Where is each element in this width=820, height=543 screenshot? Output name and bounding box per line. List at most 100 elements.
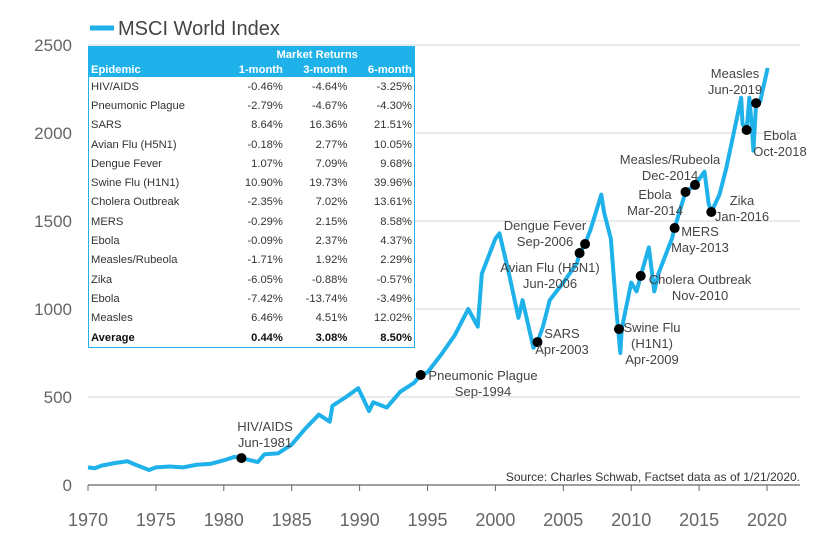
table-cell: 2.29%: [380, 254, 412, 267]
y-tick-label: 2500: [34, 36, 72, 55]
table-cell: 19.73%: [309, 177, 348, 190]
table-cell: -0.57%: [376, 273, 412, 286]
event-label: Sep-1994: [455, 384, 511, 399]
table-cell: Zika: [91, 273, 113, 286]
table-row: HIV/AIDS -0.46% -4.64% -3.25%: [89, 77, 415, 96]
event-marker: [532, 337, 543, 348]
table-cell: 8.58%: [380, 215, 412, 228]
table-cell: 2.15%: [315, 215, 348, 228]
event-label: Jun-1981: [238, 435, 292, 450]
table-row: Pneumonic Plague -2.79% -4.67% -4.30%: [89, 96, 415, 115]
table-cell: -4.30%: [376, 99, 412, 112]
table-cell: -0.29%: [247, 215, 283, 228]
table-row: SARS 8.64% 16.36% 21.51%: [89, 116, 415, 135]
event-label: Nov-2010: [672, 288, 728, 303]
event-label: May-2013: [671, 240, 729, 255]
table-cell: Average: [91, 331, 135, 344]
event-label: Sep-2006: [517, 234, 573, 249]
table-cell: 7.02%: [315, 196, 348, 209]
table-row: Zika -6.05% -0.88% -0.57%: [89, 270, 415, 289]
table-cell: 1.07%: [251, 157, 283, 170]
table-cell: 21.51%: [374, 119, 412, 132]
table-cell: Ebola: [91, 235, 120, 248]
event-marker: [690, 179, 701, 190]
event-label: Oct-2018: [753, 144, 806, 159]
event-marker: [680, 186, 691, 197]
y-tick-label: 0: [63, 476, 72, 495]
table-cell: -0.46%: [247, 80, 283, 93]
table-cell: Swine Flu (H1N1): [91, 177, 180, 190]
table-cell: -4.67%: [311, 99, 348, 112]
x-tick-label: 2020: [747, 510, 787, 530]
event-label: Jan-2016: [715, 209, 769, 224]
x-tick-label: 1990: [340, 510, 380, 530]
table-row: Ebola -7.42% -13.74% -3.49%: [89, 289, 415, 308]
table-column-header: 6-month: [367, 63, 412, 76]
event-marker: [613, 324, 624, 335]
event-label: MERS: [681, 224, 719, 239]
table-row: Ebola -0.09% 2.37% 4.37%: [89, 231, 415, 250]
table-row: Measles/Rubeola -1.71% 1.92% 2.29%: [89, 251, 415, 270]
event-label: Apr-2009: [625, 352, 678, 367]
table-cell: Measles/Rubeola: [91, 254, 178, 267]
event-label: Mar-2014: [627, 203, 683, 218]
table-cell: 6.46%: [251, 312, 283, 325]
table-cell: 8.50%: [380, 331, 412, 344]
table-cell: 10.90%: [244, 177, 283, 190]
table-column-header: 3-month: [303, 63, 348, 76]
table-cell: 2.37%: [315, 235, 348, 248]
event-label: SARS: [544, 326, 580, 341]
table-cell: -4.64%: [311, 80, 348, 93]
table-column-header: Epidemic: [91, 63, 141, 76]
event-marker: [415, 370, 426, 380]
source-note: Source: Charles Schwab, Factset data as …: [506, 470, 800, 484]
event-marker: [635, 270, 646, 281]
y-tick-label: 1500: [34, 212, 72, 231]
table-cell: Cholera Outbreak: [91, 196, 180, 209]
table-cell: -3.25%: [376, 80, 412, 93]
event-marker: [751, 98, 762, 109]
table-cell: 16.36%: [309, 119, 348, 132]
event-marker: [706, 207, 717, 218]
legend-label: MSCI World Index: [118, 18, 280, 40]
x-tick-label: 1980: [204, 510, 244, 530]
x-tick-label: 2005: [543, 510, 583, 530]
table-cell: MERS: [91, 215, 124, 228]
x-tick-label: 2000: [475, 510, 515, 530]
event-label: Dec-2014: [642, 168, 698, 183]
x-tick-label: 2015: [679, 510, 719, 530]
table-cell: 4.51%: [315, 312, 348, 325]
table-cell: 2.77%: [315, 138, 348, 151]
table-cell: -3.49%: [376, 292, 412, 305]
event-label: Cholera Outbreak: [649, 272, 752, 287]
event-label: Ebola: [638, 187, 672, 202]
table-cell: 10.05%: [374, 138, 412, 151]
table-group-header: Market Returns: [276, 48, 358, 61]
table-cell: 39.96%: [374, 177, 412, 190]
table-cell: 7.09%: [315, 157, 348, 170]
x-tick-label: 1995: [407, 510, 447, 530]
table-cell: 12.02%: [374, 312, 412, 325]
event-marker: [580, 239, 591, 250]
table-cell: -0.88%: [311, 273, 348, 286]
y-tick-label: 500: [44, 388, 72, 407]
table-cell: Pneumonic Plague: [91, 99, 185, 112]
table-cell: -0.09%: [247, 235, 283, 248]
event-marker: [669, 223, 680, 234]
table-cell: Measles: [91, 312, 133, 325]
table-cell: -1.71%: [247, 254, 283, 267]
table-cell: SARS: [91, 119, 122, 132]
table-cell: -13.74%: [305, 292, 348, 305]
event-label: Swine Flu: [623, 320, 680, 335]
x-tick-label: 1975: [136, 510, 176, 530]
table-cell: -6.05%: [247, 273, 283, 286]
event-label: Ebola: [763, 128, 797, 143]
event-label: Apr-2003: [535, 342, 588, 357]
y-tick-label: 2000: [34, 124, 72, 143]
table-cell: Avian Flu (H5N1): [91, 138, 177, 151]
event-label: Measles: [711, 66, 760, 81]
table-column-header: 1-month: [238, 63, 283, 76]
event-marker: [236, 453, 247, 464]
